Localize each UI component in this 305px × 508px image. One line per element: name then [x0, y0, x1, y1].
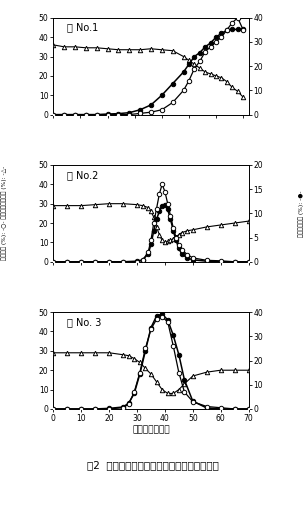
X-axis label: 原虫接種後日数: 原虫接種後日数 — [132, 426, 170, 434]
Text: 図2  実験感染牛におけるハインツ小体の生成: 図2 実験感染牛におけるハインツ小体の生成 — [87, 460, 218, 470]
Text: 牛 No.1: 牛 No.1 — [67, 23, 98, 33]
Text: 牛 No. 3: 牛 No. 3 — [67, 317, 102, 327]
Text: ハインツ小体 (%): -●-: ハインツ小体 (%): -●- — [299, 190, 304, 237]
Text: 牛 No.2: 牛 No.2 — [67, 170, 99, 180]
Text: 原虫密度 (%): -○- ・ヘマトクリット (%): -△-: 原虫密度 (%): -○- ・ヘマトクリット (%): -△- — [2, 166, 7, 261]
